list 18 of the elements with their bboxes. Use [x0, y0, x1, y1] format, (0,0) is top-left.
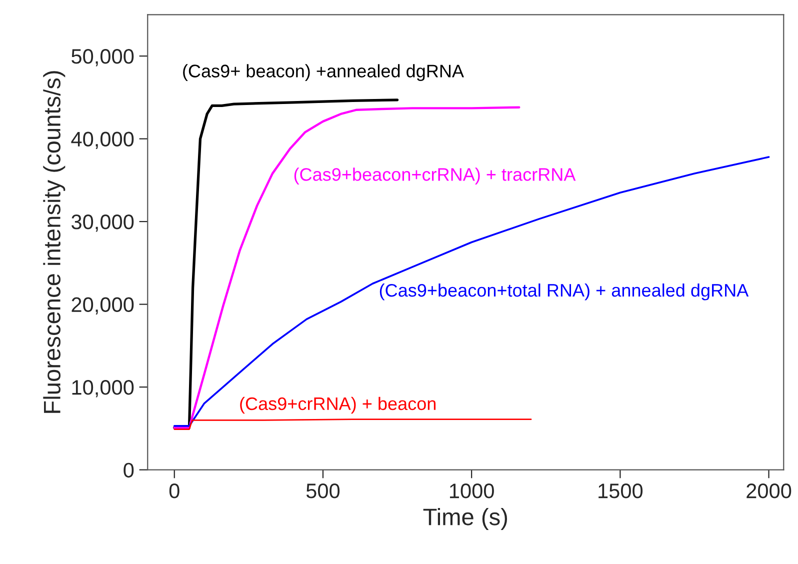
series-label: (Cas9+ beacon) +annealed dgRNA — [183, 64, 464, 82]
y-tick-label: 40,000 — [71, 132, 134, 150]
y-tick-label: 0 — [124, 462, 134, 478]
y-tick-label: 10,000 — [72, 380, 134, 398]
line-series — [173, 156, 770, 427]
x-tick-label: 500 — [306, 484, 340, 498]
y-tick-label: 30,000 — [72, 214, 134, 232]
x-tick-label: 0 — [169, 484, 180, 498]
x-tick-label: 1500 — [598, 484, 643, 498]
x-axis-title: Time (s) — [423, 508, 508, 530]
y-axis-title: Fluorescence intensity (counts/s) — [43, 71, 66, 413]
x-tick-label: 1000 — [450, 484, 494, 498]
x-tick-label: 2000 — [746, 484, 792, 498]
y-tick-label: 20,000 — [72, 297, 134, 315]
series-label: (Cas9+crRNA) + beacon — [240, 396, 436, 414]
series-label: (Cas9+beacon+crRNA) + tracrRNA — [294, 168, 576, 184]
series-label: (Cas9+beacon+total RNA) + annealed dgRNA — [380, 283, 749, 300]
y-tick-label: 50,000 — [72, 49, 134, 66]
